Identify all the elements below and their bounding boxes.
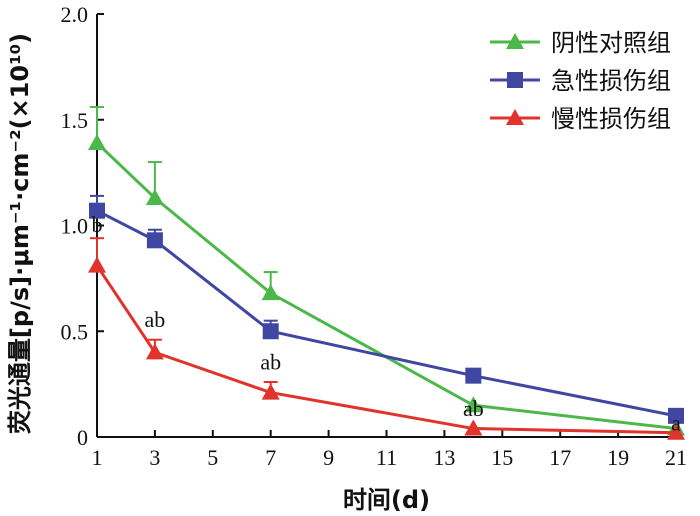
x-tick-label: 7 [265, 445, 276, 470]
y-tick-label: 1.5 [61, 108, 89, 133]
data-point [668, 407, 684, 424]
x-tick-label: 19 [607, 445, 629, 470]
data-point [89, 202, 105, 219]
y-tick-label: 0 [77, 425, 88, 450]
series-line [95, 264, 677, 435]
data-point [145, 189, 164, 206]
series-line [95, 141, 677, 431]
data-point [465, 367, 482, 384]
legend-marker [506, 33, 524, 49]
series-0 [88, 106, 685, 436]
data-point [261, 284, 280, 301]
y-tick-label: 1.0 [61, 214, 89, 239]
y-tick-label: 0.5 [61, 319, 89, 344]
legend-label: 阴性对照组 [551, 29, 671, 57]
legend-marker [507, 72, 523, 88]
data-point [464, 419, 483, 436]
data-point [667, 423, 685, 440]
legend-label: 慢性损伤组 [551, 105, 671, 133]
x-tick-label: 3 [149, 445, 160, 470]
legend-label: 急性损伤组 [551, 67, 671, 95]
series-1 [89, 194, 684, 424]
annotation-layer: b ab ab ab a [92, 212, 682, 436]
x-tick-label: 17 [549, 445, 571, 470]
x-tick-label: 9 [323, 445, 334, 470]
data-point [88, 134, 106, 151]
legend-marker [506, 109, 524, 125]
data-point [261, 383, 280, 400]
x-tick-label: 5 [207, 445, 218, 470]
x-tick-label: 11 [376, 445, 397, 470]
x-axis-title: 时间(d) [343, 486, 430, 514]
data-point [262, 323, 279, 340]
x-tick-label: 1 [92, 445, 103, 470]
annotation-label: ab [463, 396, 484, 421]
data-point [146, 232, 163, 249]
data-point [88, 256, 106, 273]
annotation-label: ab [145, 307, 166, 332]
data-point [145, 343, 164, 360]
y-tick-label: 2.0 [61, 2, 89, 27]
annotation-label: b [92, 212, 103, 237]
x-tick-label: 15 [491, 445, 513, 470]
annotation-label: a [671, 411, 681, 436]
series-layer [88, 106, 685, 440]
x-tick-label: 13 [433, 445, 455, 470]
y-axis-title: 荧光通量[p/s]·μm⁻¹·cm⁻²(×10¹⁰) [6, 33, 34, 434]
series-2 [88, 237, 685, 440]
annotation-label: ab [260, 349, 281, 374]
x-tick-label: 21 [665, 445, 687, 470]
series-line [96, 209, 677, 418]
data-point [464, 396, 483, 413]
